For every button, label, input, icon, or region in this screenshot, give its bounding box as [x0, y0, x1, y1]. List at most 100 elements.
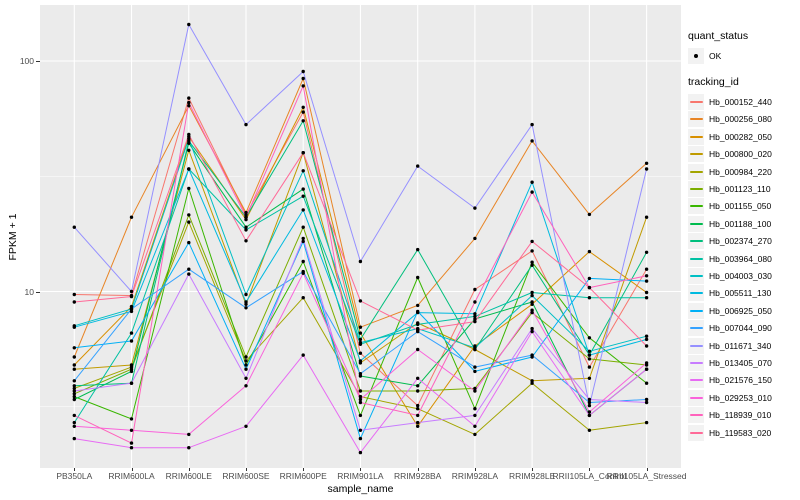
data-point	[301, 236, 305, 241]
data-point	[301, 110, 305, 114]
data-point	[416, 309, 420, 314]
data-point	[187, 96, 191, 100]
data-point	[358, 450, 363, 455]
data-point	[301, 271, 305, 275]
legend-item: Hb_006925_050	[688, 302, 798, 319]
data-point	[244, 210, 248, 215]
data-point	[644, 250, 649, 254]
legend-item-label: Hb_000984_220	[709, 166, 772, 177]
data-point	[530, 249, 534, 253]
data-point	[244, 225, 248, 229]
x-tick-label: RRIM928BA	[394, 471, 442, 481]
data-point	[416, 247, 420, 252]
data-point	[530, 381, 534, 385]
data-point	[358, 299, 363, 303]
data-point	[644, 274, 649, 278]
legend-line-icon	[689, 101, 703, 104]
data-point	[129, 215, 134, 219]
data-point	[473, 300, 477, 304]
data-point	[416, 420, 420, 425]
data-point	[72, 392, 76, 396]
data-point	[129, 417, 134, 421]
data-point	[72, 397, 76, 402]
data-point	[72, 346, 76, 350]
data-point	[473, 312, 477, 316]
data-point	[644, 344, 649, 348]
data-point	[530, 239, 534, 244]
legend-title-tracking-id: tracking_id	[688, 76, 739, 89]
legend-item: Hb_003964_080	[688, 250, 798, 267]
legend-item: Hb_007044_090	[688, 319, 798, 337]
legend-item: Hb_002374_270	[688, 233, 798, 250]
data-point	[644, 290, 649, 295]
legend-item: Hb_021576_150	[688, 372, 798, 389]
data-point	[244, 239, 248, 243]
data-point	[72, 363, 76, 367]
data-point	[187, 137, 191, 141]
data-point	[644, 381, 649, 385]
data-point	[644, 420, 649, 425]
legend-key-box	[688, 181, 704, 198]
legend-line-icon	[689, 379, 703, 382]
data-point	[644, 334, 649, 338]
legend-item: Hb_001155_050	[688, 198, 798, 215]
legend-item: Hb_000152_440	[688, 93, 798, 111]
x-axis-title: sample_name	[327, 483, 394, 495]
y-tick-label: 100	[19, 56, 34, 66]
data-point	[358, 389, 363, 393]
legend-item-label: Hb_005511_130	[709, 288, 772, 299]
data-point	[301, 353, 305, 357]
data-point	[358, 340, 363, 345]
data-point	[644, 296, 649, 300]
legend-line-icon	[689, 153, 703, 156]
legend-line-icon	[689, 118, 703, 121]
data-point	[358, 397, 363, 402]
data-point	[72, 384, 76, 388]
legend-item-label: Hb_003964_080	[709, 253, 772, 264]
legend-key-box	[688, 302, 704, 319]
data-point	[473, 432, 477, 437]
data-point	[473, 317, 477, 321]
data-point	[129, 309, 134, 314]
data-point	[129, 307, 134, 311]
data-point	[530, 308, 534, 312]
legend-key-box	[688, 198, 704, 215]
data-point	[301, 296, 305, 300]
legend-line-icon	[689, 135, 703, 138]
legend-tracking-id-items: Hb_000152_440 Hb_000256_080 Hb_000282_050 H…	[688, 93, 798, 441]
x-tick-label: RRIM600LE	[165, 471, 212, 481]
data-point	[301, 105, 305, 110]
data-point	[473, 365, 477, 369]
data-point	[416, 322, 420, 327]
x-tick-mark	[646, 468, 648, 471]
data-point	[72, 367, 76, 371]
data-point	[644, 267, 649, 271]
legend-item: Hb_000800_020	[688, 146, 798, 163]
data-point	[587, 285, 592, 290]
data-point	[301, 151, 305, 155]
data-point	[416, 164, 420, 168]
legend-item: Hb_001188_100	[688, 215, 798, 232]
legend-item-label: Hb_001123_110	[709, 184, 771, 195]
legend-tracking-id: tracking_id Hb_000152_440 Hb_000256_080 Hb…	[688, 76, 798, 441]
data-point	[416, 328, 420, 332]
data-point	[473, 346, 477, 350]
data-point	[358, 372, 363, 376]
data-point	[530, 310, 534, 315]
data-point	[644, 361, 649, 365]
data-point	[587, 413, 592, 418]
data-point	[587, 357, 592, 361]
data-point	[244, 292, 248, 297]
legend-line-icon	[689, 170, 703, 173]
legend-item-label: Hb_007044_090	[709, 323, 772, 334]
data-point	[358, 259, 363, 264]
legend-line-icon	[689, 431, 703, 434]
x-tick-label: RRIM600LA	[108, 471, 155, 481]
legend-item: Hb_029253_010	[688, 389, 798, 406]
data-point	[301, 208, 305, 212]
data-point	[301, 259, 305, 264]
legend-key-box	[688, 354, 704, 371]
legend-key-box	[688, 250, 704, 267]
legend-line-icon	[689, 205, 703, 208]
